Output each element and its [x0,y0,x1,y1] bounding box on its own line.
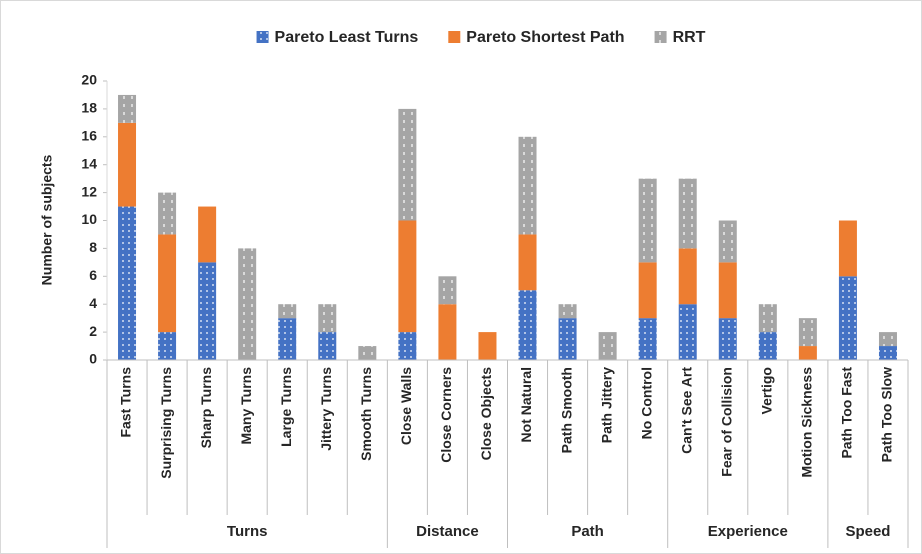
bar-segment [158,192,177,235]
bar-segment [478,332,497,360]
x-tick-label: Fast Turns [118,367,134,438]
y-tick-label: 20 [81,72,97,88]
legend-swatch [256,31,269,43]
bar-segment [518,136,537,235]
x-tick-label: Large Turns [278,367,294,447]
group-label: Path [571,523,604,540]
group-label: Speed [845,523,890,540]
group-label: Distance [416,523,479,540]
bar-segment [838,276,857,360]
legend-swatch [448,31,461,43]
x-tick-label: Jittery Turns [318,367,334,451]
bar-segment [798,318,817,347]
x-tick-label: Close Objects [478,367,494,461]
bar-segment [718,262,737,319]
x-tick-label: Smooth Turns [358,367,374,461]
x-tick-label: Not Natural [518,367,534,442]
bar-segment [638,262,657,319]
bar-segment [678,248,697,305]
bar-segment [798,346,817,360]
x-tick-label: Close Walls [398,367,414,445]
bar-segment [198,262,217,360]
bar-segment [598,332,617,360]
bar-segment [158,234,177,333]
y-tick-label: 16 [81,128,97,144]
bar-segment [278,318,297,360]
x-tick-label: Path Too Slow [879,367,895,463]
bar-segment [638,318,657,360]
y-tick-label: 14 [81,155,97,171]
x-tick-label: Sharp Turns [198,367,214,449]
legend-label: RRT [673,29,706,46]
legend-swatch [654,31,667,43]
x-tick-label: Motion Sickness [799,367,815,478]
bar-segment [878,332,897,347]
y-tick-label: 0 [89,351,97,367]
group-label: Experience [708,523,788,540]
x-tick-label: Close Corners [438,367,454,463]
bar-segment [278,304,297,319]
bar-segment [318,304,337,333]
x-tick-label: Vertigo [759,367,775,414]
legend-label: Pareto Shortest Path [466,29,624,46]
bar-segment [678,178,697,249]
bar-segment [518,290,537,360]
x-tick-label: Many Turns [238,367,254,445]
bar-segment [718,220,737,263]
bar-segment [518,234,537,291]
bar-segment [638,178,657,263]
x-tick-label: Surprising Turns [158,367,174,479]
bar-segment [398,220,417,333]
y-tick-label: 6 [89,267,97,283]
bar-segment [558,318,577,360]
y-axis-label: Number of subjects [39,154,55,285]
bar-segment [318,332,337,360]
bar-segment [878,346,897,360]
group-label: Turns [227,523,268,540]
bar-segment [118,94,137,123]
bar-segment [118,206,137,360]
x-tick-label: Path Jittery [598,367,614,443]
bar-segment [558,304,577,319]
bar-segment [118,122,137,207]
legend-label: Pareto Least Turns [275,29,419,46]
bar-segment [238,248,257,360]
bar-segment [838,220,857,277]
bar-segment [758,332,777,360]
bar-segment [438,276,457,305]
bar-segment [718,318,737,360]
x-tick-label: No Control [638,367,654,439]
y-tick-label: 4 [89,295,97,311]
bar-segment [398,332,417,360]
x-tick-label: Fear of Collision [718,367,734,477]
y-tick-label: 18 [81,100,97,116]
y-tick-label: 10 [81,211,97,227]
bar-segment [358,346,377,360]
bar-segment [398,108,417,221]
y-tick-label: 8 [89,239,97,255]
bar-segment [678,304,697,360]
y-tick-label: 2 [89,323,97,339]
bar-segment [198,206,217,263]
bar-segment [158,332,177,360]
bar-segment [758,304,777,333]
bar-segment [438,304,457,360]
x-tick-label: Can't See Art [678,367,694,454]
y-tick-label: 12 [81,183,97,199]
x-tick-label: Path Too Fast [839,367,855,459]
x-tick-label: Path Smooth [558,367,574,453]
